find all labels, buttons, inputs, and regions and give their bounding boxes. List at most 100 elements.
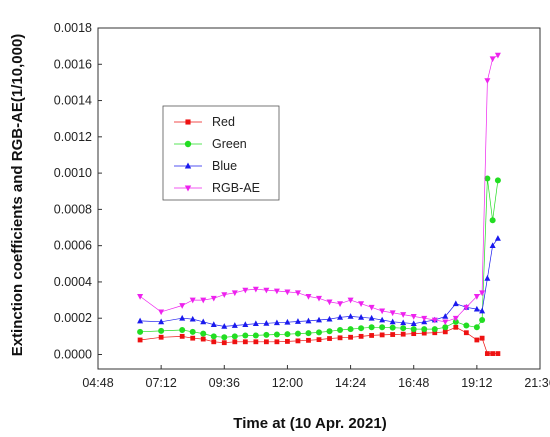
marker-circle bbox=[489, 217, 496, 224]
marker-circle bbox=[316, 329, 322, 336]
marker-triangle-down bbox=[421, 315, 428, 322]
marker-triangle-down bbox=[189, 297, 196, 304]
marker-triangle-down bbox=[347, 297, 354, 304]
marker-circle bbox=[284, 331, 291, 338]
marker-square bbox=[316, 337, 322, 343]
marker-circle bbox=[473, 324, 480, 331]
marker-square bbox=[474, 337, 480, 343]
marker-triangle-up bbox=[242, 321, 249, 327]
marker-triangle-down bbox=[231, 290, 238, 297]
x-tick-label: 09:36 bbox=[209, 376, 240, 390]
y-tick-label: 0.0002 bbox=[54, 311, 92, 325]
legend-label: RGB-AE bbox=[212, 181, 260, 195]
marker-circle bbox=[158, 327, 165, 334]
marker-triangle-down bbox=[137, 294, 144, 300]
x-tick-label: 12:00 bbox=[272, 376, 303, 390]
series-line bbox=[140, 178, 499, 338]
marker-circle bbox=[347, 326, 354, 333]
marker-circle bbox=[263, 331, 270, 338]
marker-square bbox=[274, 339, 280, 345]
marker-triangle-up bbox=[489, 242, 496, 249]
marker-triangle-up bbox=[284, 318, 291, 325]
marker-triangle-down bbox=[400, 312, 407, 318]
marker-circle bbox=[358, 325, 365, 332]
x-axis: 04:48 07:12 09:36 12:00 14:24 16:48 19:12 21:36 bbox=[82, 365, 550, 390]
marker-triangle-up bbox=[305, 317, 312, 324]
marker-circle bbox=[421, 326, 428, 333]
marker-square bbox=[411, 331, 417, 337]
marker-triangle-up bbox=[273, 319, 280, 326]
marker-square bbox=[253, 339, 259, 345]
x-tick-label: 14:24 bbox=[335, 376, 366, 390]
marker-triangle-down bbox=[179, 303, 186, 309]
marker-circle bbox=[442, 324, 449, 331]
marker-square bbox=[185, 119, 191, 125]
legend-label: Green bbox=[212, 137, 247, 151]
marker-square bbox=[137, 337, 143, 343]
marker-triangle-up bbox=[358, 314, 365, 320]
y-tick-label: 0.0004 bbox=[54, 275, 92, 289]
marker-triangle-down bbox=[242, 287, 249, 294]
marker-circle bbox=[252, 332, 259, 339]
x-tick-label: 16:48 bbox=[398, 376, 429, 390]
marker-triangle-down bbox=[479, 290, 486, 297]
marker-square bbox=[479, 335, 485, 341]
marker-triangle-up bbox=[410, 320, 417, 327]
marker-triangle-down bbox=[431, 317, 438, 324]
y-tick-label: 0.0012 bbox=[54, 130, 92, 144]
marker-triangle-up bbox=[252, 320, 259, 327]
marker-square bbox=[390, 332, 396, 337]
marker-square bbox=[495, 351, 501, 356]
marker-triangle-down bbox=[200, 297, 207, 304]
marker-triangle-down bbox=[452, 315, 459, 322]
marker-square bbox=[337, 335, 343, 341]
marker-triangle-down bbox=[489, 56, 496, 63]
x-tick-label: 07:12 bbox=[146, 376, 177, 390]
y-tick-label: 0.0008 bbox=[54, 202, 92, 216]
marker-triangle-down bbox=[484, 78, 491, 84]
marker-triangle-down bbox=[473, 294, 480, 300]
marker-triangle-down bbox=[463, 304, 470, 311]
marker-square bbox=[306, 337, 311, 343]
series-rgb-ae bbox=[137, 52, 501, 326]
marker-square bbox=[242, 339, 248, 345]
series-line bbox=[140, 238, 499, 327]
marker-triangle-up bbox=[347, 313, 354, 319]
marker-triangle-up bbox=[200, 318, 207, 325]
marker-square bbox=[285, 339, 290, 344]
marker-triangle-down bbox=[389, 310, 396, 317]
marker-triangle-down bbox=[184, 185, 192, 192]
marker-circle bbox=[200, 330, 207, 337]
marker-square bbox=[432, 330, 438, 336]
marker-circle bbox=[479, 317, 486, 324]
marker-square bbox=[348, 334, 353, 340]
marker-circle bbox=[305, 330, 312, 337]
marker-square bbox=[179, 333, 185, 339]
y-tick-label: 0.0014 bbox=[54, 94, 92, 108]
marker-square bbox=[211, 339, 217, 345]
marker-triangle-up bbox=[379, 316, 386, 323]
marker-circle bbox=[379, 324, 386, 331]
marker-triangle-down bbox=[221, 292, 228, 298]
marker-triangle-up bbox=[494, 235, 501, 241]
y-tick-label: 0.0010 bbox=[54, 166, 92, 180]
marker-triangle-up bbox=[158, 318, 165, 325]
marker-triangle-up bbox=[184, 162, 192, 169]
marker-triangle-up bbox=[473, 305, 480, 312]
marker-triangle-up bbox=[231, 322, 238, 328]
marker-square bbox=[221, 340, 227, 346]
x-tick-label: 19:12 bbox=[461, 376, 492, 390]
x-axis-title: Time at (10 Apr. 2021) bbox=[233, 415, 386, 432]
legend-label: Red bbox=[212, 115, 235, 129]
plot-frame bbox=[97, 27, 541, 370]
marker-triangle-down bbox=[305, 294, 312, 300]
marker-triangle-down bbox=[442, 319, 449, 326]
marker-circle bbox=[463, 322, 470, 329]
marker-triangle-up bbox=[368, 314, 375, 321]
marker-circle bbox=[431, 326, 438, 333]
marker-square bbox=[484, 351, 490, 356]
marker-square bbox=[295, 338, 301, 344]
marker-square bbox=[379, 332, 385, 338]
marker-circle bbox=[294, 330, 301, 337]
